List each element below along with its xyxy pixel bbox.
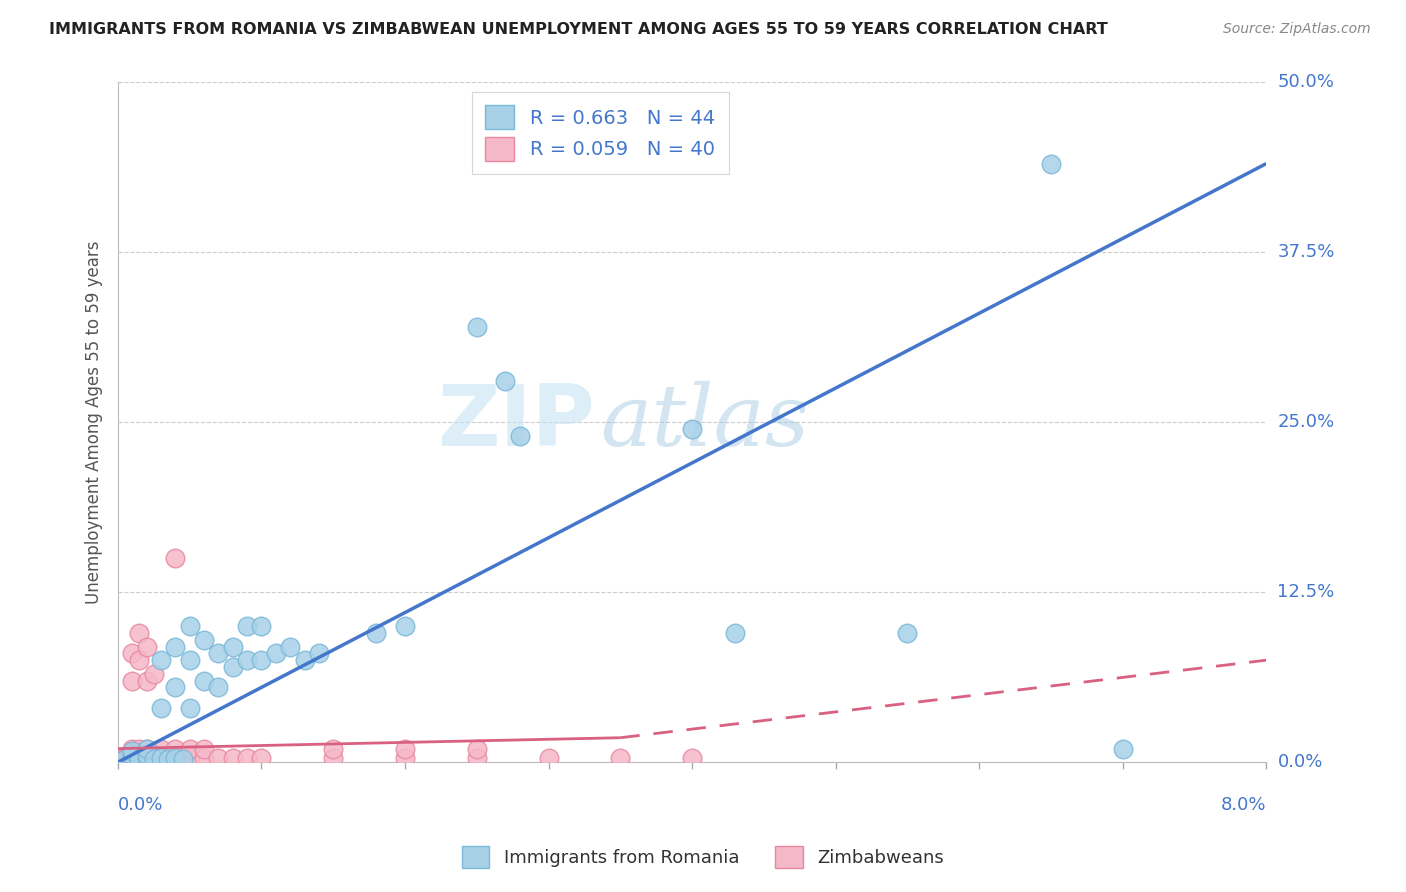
Point	[121, 751, 143, 765]
Point	[193, 632, 215, 647]
Point	[165, 741, 187, 756]
Point	[121, 741, 143, 756]
Point	[149, 700, 172, 714]
Point	[724, 626, 747, 640]
Text: 8.0%: 8.0%	[1220, 797, 1267, 814]
Point	[121, 751, 143, 765]
Point	[121, 748, 143, 763]
Point	[322, 751, 344, 765]
Point	[111, 752, 134, 766]
Point	[179, 700, 201, 714]
Point	[207, 681, 229, 695]
Point	[135, 741, 157, 756]
Point	[222, 640, 245, 654]
Point	[142, 752, 165, 766]
Point	[121, 748, 143, 763]
Point	[1039, 156, 1062, 170]
Point	[207, 646, 229, 660]
Point	[128, 751, 150, 765]
Point	[222, 660, 245, 674]
Point	[114, 752, 136, 766]
Point	[149, 741, 172, 756]
Text: atlas: atlas	[600, 381, 810, 464]
Point	[142, 666, 165, 681]
Point	[179, 619, 201, 633]
Point	[294, 653, 316, 667]
Point	[165, 640, 187, 654]
Point	[135, 751, 157, 765]
Point	[250, 619, 273, 633]
Point	[117, 752, 139, 766]
Point	[394, 751, 416, 765]
Point	[465, 319, 488, 334]
Point	[207, 751, 229, 765]
Point	[278, 640, 301, 654]
Legend: R = 0.663   N = 44, R = 0.059   N = 40: R = 0.663 N = 44, R = 0.059 N = 40	[471, 92, 728, 174]
Point	[222, 751, 245, 765]
Point	[165, 751, 187, 765]
Point	[609, 751, 631, 765]
Point	[366, 626, 388, 640]
Point	[121, 673, 143, 688]
Point	[128, 653, 150, 667]
Text: 0.0%: 0.0%	[1278, 753, 1323, 772]
Point	[308, 646, 330, 660]
Point	[149, 751, 172, 765]
Text: 12.5%: 12.5%	[1278, 583, 1334, 601]
Point	[250, 751, 273, 765]
Point	[394, 619, 416, 633]
Point	[135, 673, 157, 688]
Point	[142, 751, 165, 765]
Text: IMMIGRANTS FROM ROMANIA VS ZIMBABWEAN UNEMPLOYMENT AMONG AGES 55 TO 59 YEARS COR: IMMIGRANTS FROM ROMANIA VS ZIMBABWEAN UN…	[49, 22, 1108, 37]
Point	[236, 653, 259, 667]
Point	[193, 741, 215, 756]
Text: ZIP: ZIP	[437, 381, 595, 464]
Point	[509, 428, 531, 442]
Point	[179, 653, 201, 667]
Point	[236, 619, 259, 633]
Point	[157, 752, 180, 766]
Legend: Immigrants from Romania, Zimbabweans: Immigrants from Romania, Zimbabweans	[451, 835, 955, 879]
Point	[128, 752, 150, 766]
Point	[135, 751, 157, 765]
Point	[135, 640, 157, 654]
Point	[681, 422, 703, 436]
Point	[681, 751, 703, 765]
Point	[896, 626, 918, 640]
Point	[149, 751, 172, 765]
Y-axis label: Unemployment Among Ages 55 to 59 years: Unemployment Among Ages 55 to 59 years	[86, 240, 103, 604]
Point	[193, 751, 215, 765]
Point	[135, 741, 157, 756]
Text: Source: ZipAtlas.com: Source: ZipAtlas.com	[1223, 22, 1371, 37]
Point	[394, 741, 416, 756]
Text: 50.0%: 50.0%	[1278, 73, 1334, 91]
Point	[121, 744, 143, 758]
Point	[465, 751, 488, 765]
Point	[114, 751, 136, 765]
Point	[495, 374, 517, 388]
Point	[121, 646, 143, 660]
Text: 37.5%: 37.5%	[1278, 243, 1334, 261]
Text: 0.0%: 0.0%	[118, 797, 163, 814]
Point	[236, 751, 259, 765]
Point	[322, 741, 344, 756]
Point	[165, 681, 187, 695]
Point	[537, 751, 560, 765]
Point	[128, 626, 150, 640]
Text: 25.0%: 25.0%	[1278, 413, 1334, 431]
Point	[250, 653, 273, 667]
Point	[165, 751, 187, 765]
Point	[128, 741, 150, 756]
Point	[149, 653, 172, 667]
Point	[193, 673, 215, 688]
Point	[264, 646, 287, 660]
Point	[135, 748, 157, 763]
Point	[179, 751, 201, 765]
Point	[172, 752, 194, 766]
Point	[165, 551, 187, 566]
Point	[179, 741, 201, 756]
Point	[1112, 741, 1135, 756]
Point	[465, 741, 488, 756]
